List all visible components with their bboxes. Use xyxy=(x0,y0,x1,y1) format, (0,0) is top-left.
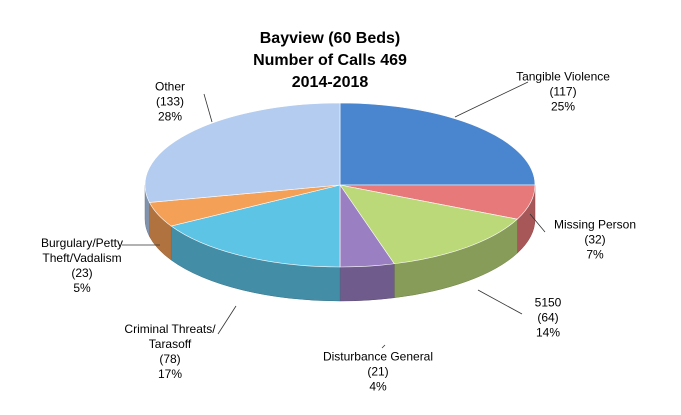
value-label: (32) xyxy=(584,232,606,247)
leader-line xyxy=(477,289,523,315)
category-label: 5150 xyxy=(534,295,562,310)
title-line: Bayview (60 Beds) xyxy=(259,30,401,47)
leader-line xyxy=(203,93,213,123)
category-label: Disturbance General xyxy=(322,349,434,364)
percent-label: 4% xyxy=(369,379,387,394)
category-label: Burgulary/Petty Theft/Vadalism xyxy=(40,236,124,265)
data-label: Criminal Threats/ Tarasoff (78) 17% xyxy=(115,322,225,382)
value-label: (23) xyxy=(71,266,93,280)
data-label: Disturbance General (21) 4% xyxy=(303,350,453,395)
category-label: Tangible Violence xyxy=(516,69,610,84)
percent-label: 25% xyxy=(550,99,576,114)
pie-slice xyxy=(339,184,518,265)
pie-slice xyxy=(144,102,341,203)
title-line: 2014-2018 xyxy=(291,74,369,91)
category-label: Criminal Threats/ Tarasoff xyxy=(124,322,216,351)
leader-line xyxy=(217,305,237,335)
data-label: 5150 (64) 14% xyxy=(488,296,608,341)
value-label: (21) xyxy=(367,364,389,379)
value-label: (133) xyxy=(155,94,184,109)
pie-side xyxy=(339,263,395,302)
percent-label: 7% xyxy=(586,247,604,262)
percent-label: 17% xyxy=(157,367,183,381)
value-label: (78) xyxy=(159,352,181,366)
chart-title: Bayview (60 Beds) Number of Calls 469 2014… xyxy=(253,28,407,94)
data-label: Burgulary/Petty Theft/Vadalism (23) 5% xyxy=(20,236,145,296)
percent-label: 28% xyxy=(157,109,183,124)
data-label: Tangible Violence (117) 25% xyxy=(498,70,628,115)
percent-label: 5% xyxy=(73,281,91,295)
category-label: Missing Person xyxy=(553,217,637,232)
leader-line xyxy=(454,81,529,118)
leader-line xyxy=(381,344,386,349)
leader-line xyxy=(529,213,546,233)
value-label: (64) xyxy=(537,310,559,325)
title-line: Number of Calls 469 xyxy=(253,52,407,69)
pie-slice xyxy=(339,102,536,186)
percent-label: 14% xyxy=(535,325,561,340)
data-label: Other (133) 28% xyxy=(110,80,230,125)
data-label: Missing Person (32) 7% xyxy=(515,218,675,263)
value-label: (117) xyxy=(549,84,577,99)
pie-slice xyxy=(170,184,341,268)
category-label: Other xyxy=(154,79,185,94)
